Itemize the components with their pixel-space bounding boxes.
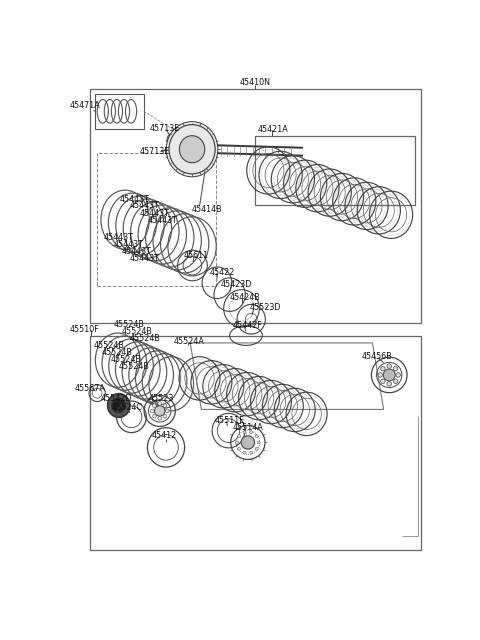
Text: 45524B: 45524B	[110, 355, 141, 364]
Text: 45443T: 45443T	[130, 253, 160, 262]
Text: 45523: 45523	[148, 394, 174, 403]
Text: 45510F: 45510F	[69, 324, 99, 333]
Ellipse shape	[378, 372, 383, 377]
Text: 45443T: 45443T	[147, 216, 177, 225]
Bar	[97, 153, 216, 286]
Text: 45524C: 45524C	[111, 403, 143, 412]
Ellipse shape	[257, 441, 260, 444]
Ellipse shape	[255, 435, 258, 438]
Ellipse shape	[163, 414, 167, 418]
Text: 45456B: 45456B	[361, 352, 392, 361]
Text: 45713E: 45713E	[149, 124, 180, 133]
Ellipse shape	[255, 447, 258, 450]
Ellipse shape	[112, 398, 126, 413]
Text: 45443T: 45443T	[130, 202, 160, 211]
Ellipse shape	[153, 414, 156, 418]
Ellipse shape	[383, 369, 395, 381]
Text: 45523D: 45523D	[250, 303, 281, 312]
Text: 45514A: 45514A	[232, 423, 263, 432]
Text: 45410N: 45410N	[240, 78, 271, 87]
Polygon shape	[255, 136, 415, 205]
Ellipse shape	[158, 402, 162, 405]
Ellipse shape	[155, 406, 165, 416]
Polygon shape	[190, 343, 384, 410]
Text: 45424B: 45424B	[229, 292, 260, 301]
Ellipse shape	[243, 431, 246, 434]
Text: 45524B: 45524B	[121, 327, 152, 336]
Text: 45511E: 45511E	[215, 416, 245, 425]
Text: 45524B: 45524B	[94, 341, 124, 350]
Ellipse shape	[108, 394, 130, 417]
Ellipse shape	[387, 381, 392, 386]
Ellipse shape	[169, 125, 215, 174]
Text: 45524B: 45524B	[113, 320, 144, 329]
Text: 45471A: 45471A	[69, 101, 100, 110]
Ellipse shape	[250, 451, 252, 454]
Text: 45524A: 45524A	[173, 337, 204, 346]
Ellipse shape	[166, 122, 218, 177]
Ellipse shape	[165, 409, 169, 413]
Ellipse shape	[236, 441, 239, 444]
Text: 45443T: 45443T	[139, 209, 169, 218]
Ellipse shape	[393, 379, 398, 383]
Bar	[90, 335, 421, 550]
Ellipse shape	[238, 435, 240, 438]
Ellipse shape	[396, 372, 400, 377]
Text: 45423D: 45423D	[221, 280, 252, 289]
Text: 45567A: 45567A	[75, 384, 106, 393]
Ellipse shape	[238, 447, 240, 450]
Text: 45442F: 45442F	[233, 321, 263, 330]
Ellipse shape	[381, 379, 385, 383]
Ellipse shape	[243, 451, 246, 454]
Bar	[96, 94, 144, 129]
Ellipse shape	[387, 364, 392, 368]
Text: 45713E: 45713E	[140, 147, 170, 156]
Text: 45412: 45412	[152, 431, 177, 440]
Ellipse shape	[381, 367, 385, 371]
Text: 45524B: 45524B	[130, 334, 160, 343]
Text: 45421A: 45421A	[257, 125, 288, 134]
Ellipse shape	[158, 417, 162, 420]
Text: 45414B: 45414B	[192, 205, 223, 214]
Text: 45443T: 45443T	[121, 247, 151, 256]
Bar	[90, 89, 421, 323]
Text: 45524B: 45524B	[119, 362, 149, 371]
Ellipse shape	[241, 436, 254, 449]
Ellipse shape	[150, 409, 154, 413]
Text: 45524B: 45524B	[102, 348, 132, 357]
Ellipse shape	[153, 404, 156, 408]
Text: 45611: 45611	[183, 251, 209, 260]
Ellipse shape	[250, 431, 252, 434]
Text: 45443T: 45443T	[104, 233, 134, 242]
Text: 45542D: 45542D	[100, 394, 132, 403]
Ellipse shape	[393, 367, 398, 371]
Text: 45443T: 45443T	[113, 240, 143, 249]
Text: 45443T: 45443T	[120, 195, 149, 204]
Text: 45422: 45422	[210, 268, 235, 277]
Ellipse shape	[163, 404, 167, 408]
Ellipse shape	[180, 136, 205, 163]
